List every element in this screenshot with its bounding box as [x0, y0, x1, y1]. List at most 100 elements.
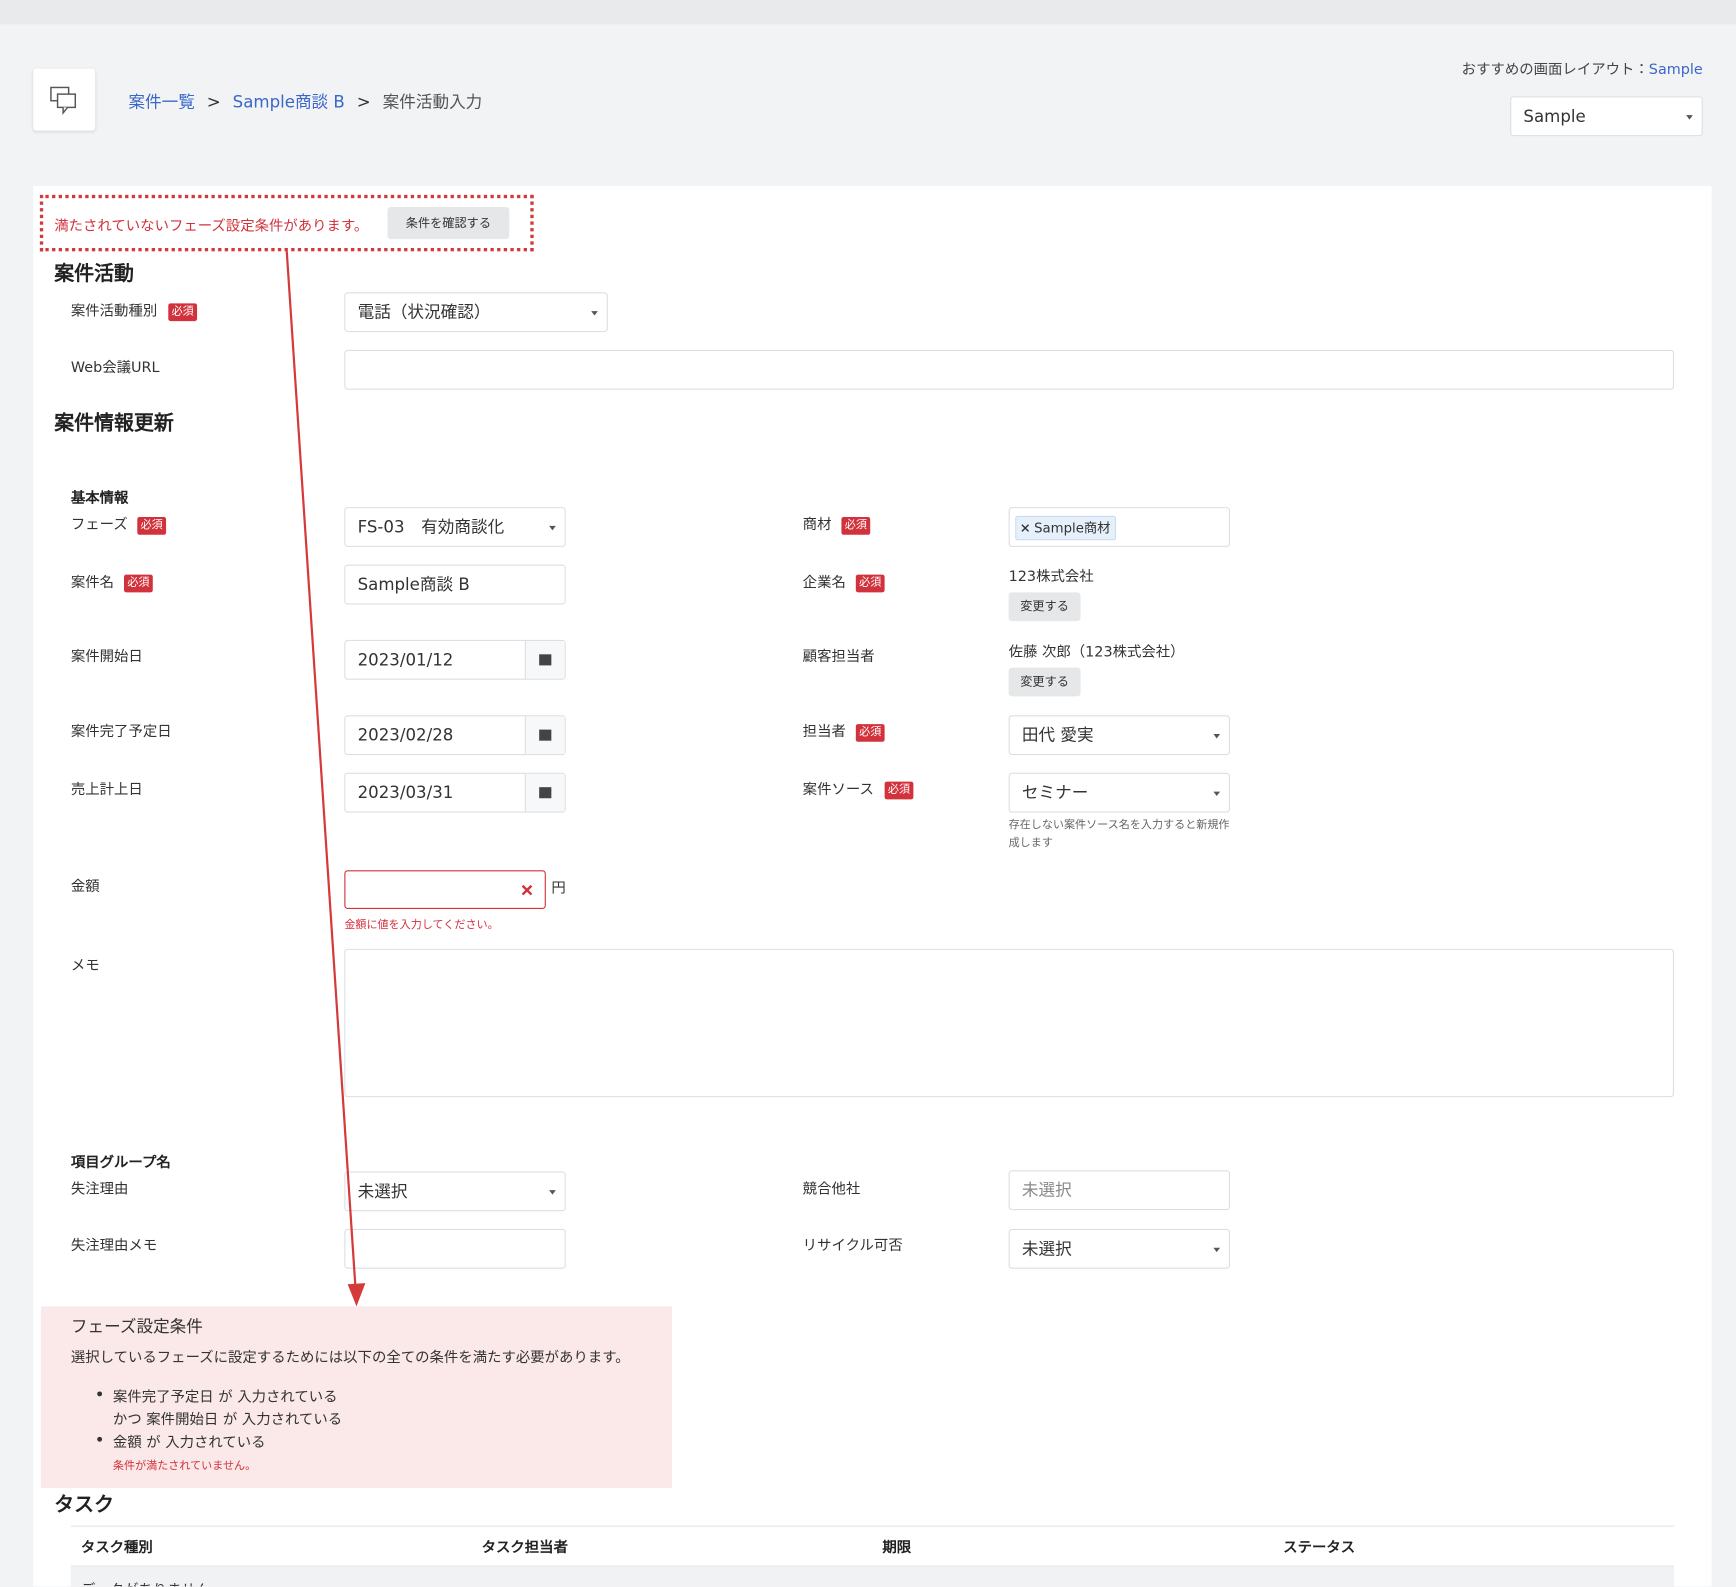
- caret: [1686, 115, 1693, 120]
- value: 未選択: [357, 1181, 408, 1202]
- conditions-description: 選択しているフェーズに設定するためには以下の全ての条件を満たす必要があります。: [70, 1349, 630, 1367]
- table-row: データがありません: [70, 1566, 1674, 1587]
- calendar-button[interactable]: [524, 641, 565, 679]
- value: 2023/03/31: [357, 782, 454, 803]
- field-label: リサイクル可否: [802, 1237, 903, 1255]
- caret: [1213, 791, 1221, 797]
- select[interactable]: 未選択: [344, 1171, 566, 1212]
- tag-text: Sample商材: [1034, 519, 1111, 536]
- caret: [1213, 1247, 1221, 1253]
- select[interactable]: 田代 愛実: [1008, 715, 1231, 756]
- field-label: メモ: [70, 957, 100, 975]
- breadcrumb: 案件一覧 > Sample商談 B > 案件活動入力: [128, 90, 482, 113]
- calendar-icon: [539, 729, 552, 741]
- change-button[interactable]: 変更する: [1008, 592, 1081, 622]
- placeholder: 未選択: [1021, 1180, 1072, 1201]
- separator: >: [356, 91, 371, 112]
- top-strip: [0, 0, 1736, 25]
- column-header: ステータス: [1283, 1540, 1356, 1557]
- breadcrumb-link[interactable]: 案件一覧: [128, 91, 195, 112]
- required-badge: 必須: [137, 517, 167, 535]
- required-badge: 必須: [168, 303, 198, 322]
- amount-input[interactable]: [344, 870, 546, 909]
- field-label: 金額: [70, 879, 100, 896]
- clear-icon[interactable]: [520, 883, 533, 896]
- textarea[interactable]: [344, 948, 1674, 1098]
- text-input[interactable]: [344, 349, 1674, 390]
- field-label: 売上計上日: [70, 781, 143, 799]
- layout-select[interactable]: Sample: [1510, 96, 1703, 137]
- column-header: タスク担当者: [481, 1540, 568, 1557]
- condition-line: かつ 案件開始日 が 入力されている: [112, 1411, 343, 1429]
- field-label: 案件完了予定日: [70, 724, 172, 741]
- caret: [591, 311, 598, 316]
- caret: [549, 525, 556, 531]
- tag: Sample商材: [1015, 515, 1116, 540]
- section-heading: 案件活動: [54, 262, 134, 286]
- required-badge: 必須: [884, 781, 914, 800]
- change-button[interactable]: 変更する: [1008, 667, 1081, 697]
- condition-line: 金額 が 入力されている: [112, 1434, 266, 1452]
- label: おすすめの画面レイアウト：: [1461, 61, 1649, 79]
- caret: [549, 1190, 556, 1195]
- text-input[interactable]: [344, 1228, 566, 1269]
- layout-link[interactable]: Sample: [1648, 61, 1703, 79]
- condition-line: 案件完了予定日 が 入力されている: [112, 1389, 338, 1407]
- field-label: 案件ソース: [802, 781, 874, 799]
- check-button[interactable]: 条件を確認する: [387, 207, 510, 240]
- tag-remove[interactable]: [1021, 523, 1030, 532]
- field-label: 案件活動種別: [70, 303, 158, 320]
- date-input[interactable]: 2023/01/12: [344, 639, 566, 680]
- value: 電話（状況確認）: [357, 302, 491, 323]
- required-badge: 必須: [841, 517, 871, 535]
- field-label: 担当者: [802, 724, 846, 741]
- group-heading: 基本情報: [70, 490, 129, 508]
- field-value: 佐藤 次郎（123株式会社）: [1008, 644, 1185, 661]
- calendar-button[interactable]: [524, 773, 565, 812]
- field-label: 競合他社: [802, 1181, 861, 1198]
- select[interactable]: 未選択: [1008, 1228, 1231, 1269]
- condition-error: 条件が満たされていません。: [112, 1460, 257, 1473]
- date-input[interactable]: 2023/03/31: [344, 772, 566, 813]
- field-label: 案件名: [70, 574, 115, 592]
- calendar-button[interactable]: [524, 716, 565, 754]
- value: 2023/02/28: [357, 725, 454, 746]
- breadcrumb-link[interactable]: Sample商談 B: [232, 91, 345, 112]
- select[interactable]: 電話（状況確認）: [344, 292, 608, 333]
- table-header: [70, 1525, 1674, 1567]
- multi-select[interactable]: Sample商材: [1008, 507, 1231, 547]
- text-input[interactable]: 未選択: [1008, 1170, 1231, 1211]
- value: 2023/01/12: [357, 649, 454, 670]
- value: 未選択: [1021, 1238, 1072, 1259]
- alert-message: 満たされていないフェーズ設定条件があります。: [54, 218, 369, 235]
- page-icon: [33, 68, 96, 131]
- text-input[interactable]: Sample商談 B: [344, 564, 566, 605]
- date-input[interactable]: 2023/02/28: [344, 715, 566, 756]
- bullets: [97, 1391, 103, 1442]
- empty-text: データがありません: [81, 1578, 210, 1586]
- required-badge: 必須: [855, 574, 885, 593]
- field-label: 顧客担当者: [802, 648, 875, 666]
- field-label: 失注理由メモ: [70, 1237, 158, 1255]
- field-label: 案件開始日: [70, 648, 143, 666]
- field-label: 失注理由: [70, 1181, 129, 1198]
- field-value: 123株式会社: [1008, 569, 1094, 586]
- select[interactable]: セミナー: [1008, 772, 1231, 813]
- field-label: 商材: [802, 517, 832, 534]
- required-badge: 必須: [855, 724, 885, 742]
- caret: [1213, 734, 1221, 739]
- column-header: 期限: [882, 1540, 912, 1557]
- icon: [50, 86, 77, 115]
- field-label: フェーズ: [70, 517, 128, 534]
- field-label: Web会議URL: [70, 359, 160, 377]
- layout-recommendation: おすすめの画面レイアウト：Sample: [1462, 58, 1703, 79]
- section-heading: 案件情報更新: [54, 411, 174, 436]
- value: Sample商談 B: [357, 574, 470, 595]
- value: Sample: [1523, 106, 1586, 127]
- calendar-icon: [539, 654, 552, 666]
- value: FS-03 有効商談化: [357, 517, 505, 537]
- select[interactable]: FS-03 有効商談化: [344, 507, 566, 547]
